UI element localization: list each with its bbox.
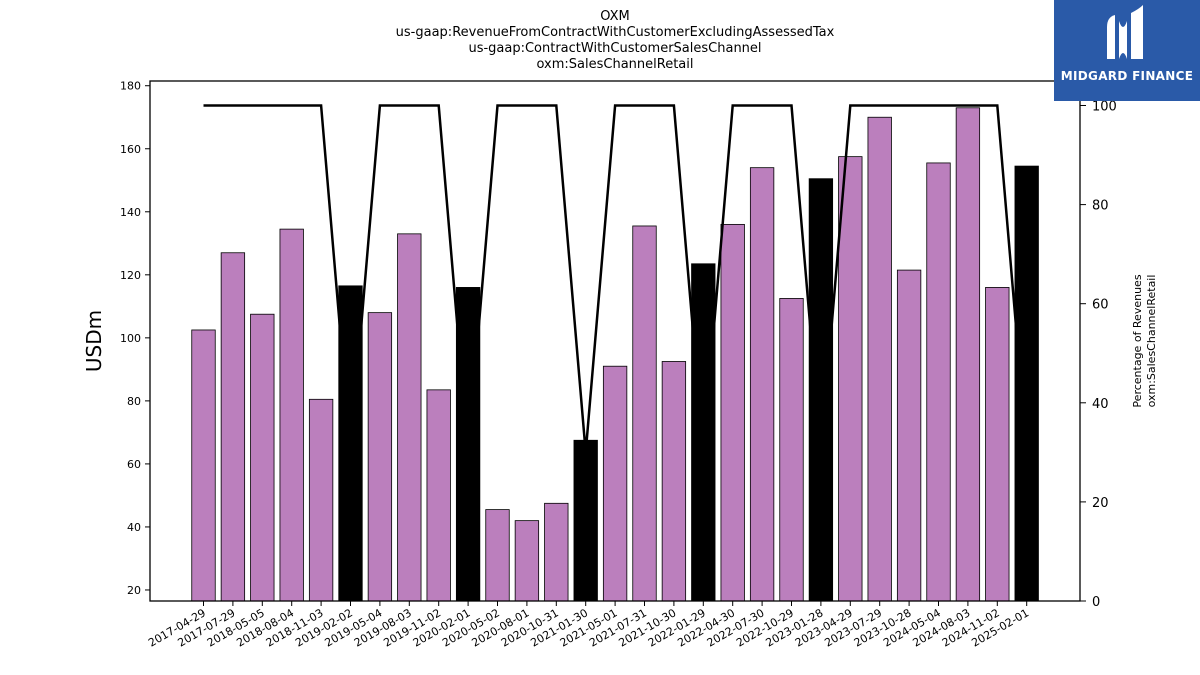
y2-axis-label-line-2: oxm:SalesChannelRetail [1145,275,1158,408]
bar-2020-10-31 [544,502,569,602]
bar-2024-05-04 [926,162,951,602]
logo-mark-icon [1107,5,1143,59]
y-axis-left: 20 40 60 80 100 120 140 160 180 [120,80,150,597]
bar-2018-05-05 [250,313,275,602]
y-tick-label: 160 [120,143,141,156]
y2-tick-label: 0 [1092,595,1100,610]
bar-series [191,107,1039,602]
bar-2021-05-01 [602,365,628,602]
bar-2024-11-02 [985,287,1010,602]
y-tick-label: 40 [127,521,141,534]
bar-2023-04-29 [838,156,863,602]
bar-2017-04-29 [191,329,216,602]
y2-tick-label: 100 [1092,100,1117,115]
y2-axis-label-line-1: Percentage of Revenues [1131,274,1144,407]
bar-2019-08-03 [397,233,422,602]
y-tick-label: 80 [127,395,141,408]
bar-2019-05-04 [367,312,393,602]
bar-2025-02-01 [1014,165,1039,602]
y-tick-label: 100 [120,332,141,345]
bar-2021-10-30 [661,361,687,602]
y-tick-label: 20 [127,584,141,597]
title-line-1: OXM [600,9,630,24]
title-line-2: us-gaap:RevenueFromContractWithCustomerE… [396,25,835,40]
y-tick-label: 60 [127,458,141,471]
y2-tick-label: 80 [1092,199,1109,214]
bar-2024-08-03 [955,107,981,602]
y-tick-label: 120 [120,269,141,282]
bar-2022-01-29 [691,263,716,602]
chart-title: OXM us-gaap:RevenueFromContractWithCusto… [396,9,835,72]
bar-2022-04-30 [720,223,745,602]
y-tick-label: 180 [120,80,141,93]
y2-tick-label: 60 [1092,298,1109,313]
bar-2017-07-29 [220,252,246,602]
y-axis-label: USDm [82,310,106,372]
bar-2023-01-28 [808,178,834,602]
bar-2021-07-31 [632,225,657,602]
title-line-4: oxm:SalesChannelRetail [537,57,694,72]
y-axis-right: 0 20 40 60 80 100 [1080,100,1117,610]
percentage-line [203,104,1028,453]
bar-2022-10-29 [779,298,804,602]
logo-text: MIDGARD FINANCE [1060,69,1194,83]
bar-2023-10-28 [896,269,922,602]
bar-2018-11-03 [308,398,334,602]
x-axis: 2017-04-292017-07-292018-05-052018-08-04… [146,601,1031,650]
y2-tick-label: 20 [1092,496,1109,511]
bar-2020-05-02 [485,509,510,602]
bar-2023-07-29 [867,116,892,602]
bar-2022-07-30 [749,167,775,602]
y-tick-label: 140 [120,206,141,219]
bar-2020-08-01 [514,520,540,602]
bar-2021-01-30 [573,439,598,602]
bar-2019-11-02 [426,389,451,602]
y2-tick-label: 40 [1092,397,1109,412]
title-line-3: us-gaap:ContractWithCustomerSalesChannel [468,41,761,56]
bar-2018-08-04 [279,228,304,602]
brand-logo: MIDGARD FINANCE [1054,0,1200,101]
